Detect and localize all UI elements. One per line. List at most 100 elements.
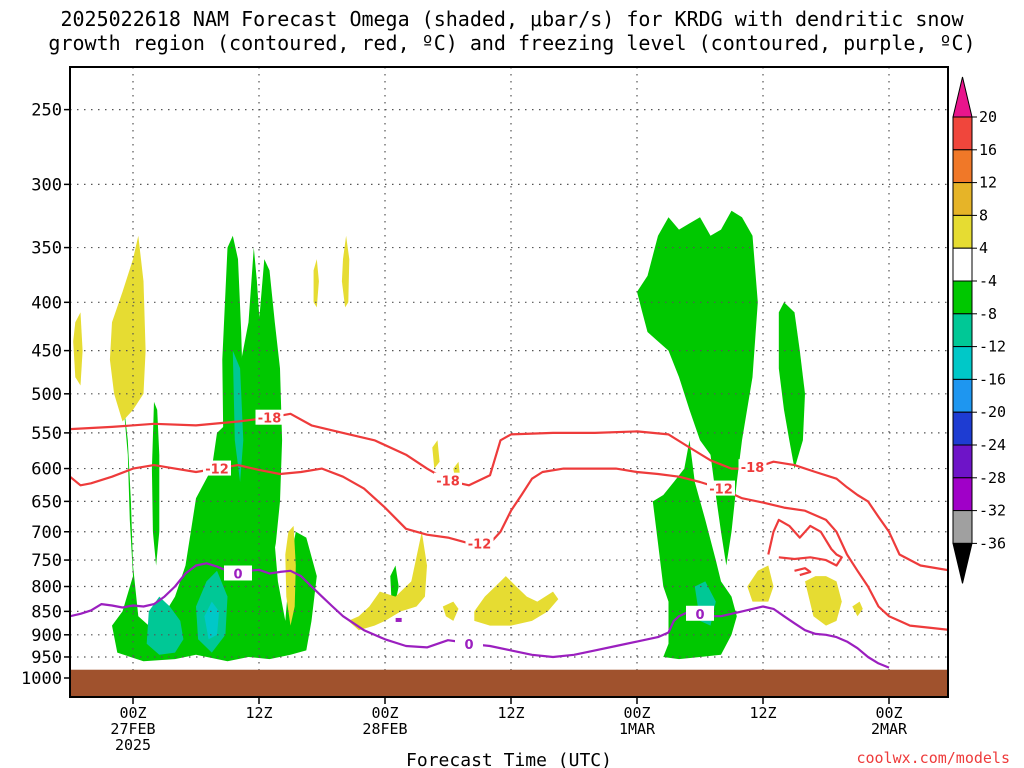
colorbar-label: 20 xyxy=(979,108,997,126)
colorbar-bin xyxy=(952,313,973,348)
ground-layer xyxy=(70,669,948,697)
y-tick-label: 400 xyxy=(31,293,62,313)
x-tick-date: 28FEB xyxy=(362,720,407,738)
y-tick-label: 750 xyxy=(31,551,62,571)
colorbar-label: -20 xyxy=(979,403,1006,421)
freezing-marker xyxy=(395,617,402,622)
title-line-2: growth region (contoured, red, ºC) and f… xyxy=(48,31,976,55)
contour-label-bg xyxy=(255,409,284,425)
y-tick-label: 1000 xyxy=(21,669,62,689)
colorbar-label: -28 xyxy=(979,469,1006,487)
omega-region-sinking xyxy=(109,235,146,422)
y-tick-label: 900 xyxy=(31,626,62,646)
colorbar: 20 16 12 8 4 -4 -8 -12 -16 -20 -24 -28 -32 -36 xyxy=(952,76,1006,584)
y-tick-label: 500 xyxy=(31,385,62,405)
colorbar-bin xyxy=(952,116,973,151)
dendritic-contour xyxy=(767,518,843,567)
x-tick-date: 1MAR xyxy=(619,720,656,738)
colorbar-label: -32 xyxy=(979,502,1006,520)
ground-fill xyxy=(70,669,948,697)
colorbar-bin xyxy=(952,214,973,249)
omega-region-rising xyxy=(151,401,160,566)
omega-region-sinking xyxy=(348,531,427,631)
contour-label-bg xyxy=(455,635,483,651)
omega-region-sinking xyxy=(285,525,296,626)
omega-region-rising xyxy=(204,601,220,640)
x-tick-date: 2MAR xyxy=(871,720,908,738)
omega-shading xyxy=(73,210,863,662)
x-tick-year: 2025 xyxy=(115,736,151,754)
x-tick-label: 00Z xyxy=(623,704,650,722)
x-axis-label: Forecast Time (UTC) xyxy=(406,750,612,768)
y-tick-label: 600 xyxy=(31,460,62,480)
colorbar-label: -24 xyxy=(979,436,1006,454)
colorbar-bin xyxy=(952,149,973,184)
omega-region-sinking xyxy=(852,601,863,617)
colorbar-bin xyxy=(952,444,973,479)
omega-region-sinking xyxy=(442,601,459,621)
contour-label: 0 xyxy=(695,608,704,623)
colorbar-label: 16 xyxy=(979,141,997,159)
omega-region-rising xyxy=(112,247,317,662)
x-tick-label: 00Z xyxy=(875,704,902,722)
colorbar-label: 8 xyxy=(979,206,988,224)
omega-region-sinking xyxy=(341,235,350,308)
omega-region-sinking xyxy=(73,312,83,386)
omega-region-sinking xyxy=(474,576,559,626)
colorbar-label: -8 xyxy=(979,305,997,323)
colorbar-bin xyxy=(952,477,973,512)
colorbar-bin xyxy=(952,510,973,544)
colorbar-label: -16 xyxy=(979,370,1006,388)
contour-label-bg xyxy=(738,459,767,475)
x-tick-label: 12Z xyxy=(497,704,524,722)
omega-region-rising xyxy=(146,596,184,655)
x-tick-label: 00Z xyxy=(371,704,398,722)
contour-label: 0 xyxy=(233,567,242,582)
colorbar-bin xyxy=(952,247,973,282)
omega-region-sinking xyxy=(313,259,319,308)
omega-region-rising xyxy=(637,210,758,566)
contour-label-bg xyxy=(686,605,714,621)
y-tick-label: 300 xyxy=(31,175,62,195)
contour-label: -12 xyxy=(709,483,733,498)
colorbar-label: 12 xyxy=(979,174,997,192)
omega-region-sinking xyxy=(747,565,774,602)
y-tick-label: 550 xyxy=(31,424,62,444)
x-tick-label: 00Z xyxy=(119,704,146,722)
y-tick-label: 350 xyxy=(31,239,62,259)
x-tick-date: 27FEB xyxy=(110,720,155,738)
grid xyxy=(70,67,948,697)
plot-frame xyxy=(69,66,949,698)
contour-label-bg xyxy=(434,472,462,488)
contour-label: -18 xyxy=(741,461,765,476)
watermark: coolwx.com/models xyxy=(856,749,1010,767)
omega-region-sinking xyxy=(432,440,440,469)
x-tick-label: 12Z xyxy=(749,704,776,722)
contour-labels: -18 -18 -18 -12 -12 -12 0 0 0 xyxy=(203,409,767,653)
colorbar-bin xyxy=(952,378,973,413)
y-tick-label: 700 xyxy=(31,523,62,543)
y-tick-label: 950 xyxy=(31,648,62,668)
x-tick-label: 12Z xyxy=(245,704,272,722)
colorbar-label: 4 xyxy=(979,239,988,257)
omega-region-rising xyxy=(232,350,244,482)
contour-label: -18 xyxy=(436,475,460,490)
y-tick-label: 850 xyxy=(31,602,62,622)
y-tick-label: 800 xyxy=(31,578,62,598)
contour-label-bg xyxy=(465,535,494,551)
dendritic-contour xyxy=(70,412,948,572)
contour-label: 0 xyxy=(464,638,473,653)
colorbar-bin xyxy=(952,280,973,315)
contour-label-bg xyxy=(203,460,231,476)
y-tick-label: 250 xyxy=(31,101,62,121)
omega-region-rising xyxy=(652,440,737,660)
title-line-1: 2025022618 NAM Forecast Omega (shaded, μ… xyxy=(60,7,964,31)
colorbar-bin xyxy=(952,346,973,380)
y-tick-label: 450 xyxy=(31,342,62,362)
omega-region-rising xyxy=(390,565,399,602)
y-tick-label: 650 xyxy=(31,492,62,512)
contour-label-bg xyxy=(224,565,252,581)
colorbar-bin xyxy=(952,182,973,216)
